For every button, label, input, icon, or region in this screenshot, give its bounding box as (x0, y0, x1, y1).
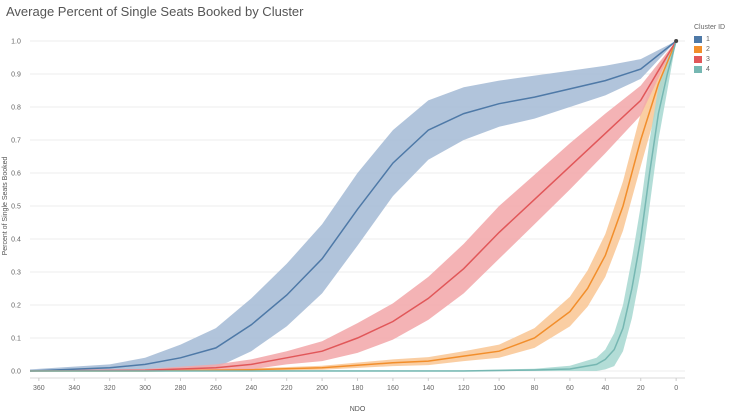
legend: Cluster ID 1 2 3 4 (694, 24, 725, 74)
x-tick-label: 300 (139, 385, 151, 392)
x-axis-title: NDO (350, 406, 366, 413)
legend-item-4[interactable]: 4 (694, 64, 725, 74)
band-cluster-1 (30, 41, 677, 371)
x-tick-label: 20 (637, 385, 645, 392)
x-tick-label: 360 (33, 385, 45, 392)
x-tick-label: 220 (281, 385, 293, 392)
y-tick-label: 0.9 (11, 72, 21, 79)
x-tick-label: 60 (566, 385, 574, 392)
x-tick-label: 240 (245, 385, 257, 392)
x-tick-label: 80 (531, 385, 539, 392)
x-tick-label: 140 (422, 385, 434, 392)
y-tick-label: 0.6 (11, 171, 21, 178)
x-tick-label: 0 (674, 385, 678, 392)
series-line-cluster-2 (30, 40, 677, 372)
legend-label: 1 (706, 35, 710, 43)
y-tick-label: 0.4 (11, 237, 21, 244)
series-line-cluster-3 (29, 40, 677, 372)
line-layer (29, 40, 677, 372)
band-cluster-3 (30, 41, 677, 371)
legend-items: 1 2 3 4 (694, 34, 725, 74)
x-tick-label: 40 (601, 385, 609, 392)
band-layer (30, 41, 677, 371)
x-tick-label: 120 (458, 385, 470, 392)
legend-swatch (694, 45, 702, 53)
x-tick-label: 280 (175, 385, 187, 392)
end-point-marker (674, 39, 679, 43)
x-tick-label: 100 (493, 385, 505, 392)
x-tick-label: 160 (387, 385, 399, 392)
legend-swatch (694, 35, 702, 43)
y-tick-label: 0.0 (11, 369, 21, 376)
y-tick-label: 0.1 (11, 336, 21, 343)
legend-swatch (694, 55, 702, 63)
x-tick-label: 340 (68, 385, 80, 392)
y-tick-label: 0.5 (11, 204, 21, 211)
series-line-cluster-1 (29, 40, 677, 372)
legend-label: 4 (706, 65, 710, 73)
y-tick-label: 1.0 (11, 39, 21, 46)
series-line-cluster-4 (30, 40, 677, 372)
y-axis-title: Percent of Single Seats Booked (2, 156, 9, 255)
y-tick-label: 0.8 (11, 105, 21, 112)
chart-title: Average Percent of Single Seats Booked b… (6, 4, 304, 19)
y-tick-label: 0.2 (11, 303, 21, 310)
legend-label: 3 (706, 55, 710, 63)
x-tick-label: 180 (352, 385, 364, 392)
legend-item-1[interactable]: 1 (694, 34, 725, 44)
x-tick-label: 260 (210, 385, 222, 392)
legend-swatch (694, 65, 702, 73)
x-tick-label: 200 (316, 385, 328, 392)
x-tick-label: 320 (104, 385, 116, 392)
y-tick-label: 0.7 (11, 138, 21, 145)
y-tick-label: 0.3 (11, 270, 21, 277)
legend-item-3[interactable]: 3 (694, 54, 725, 64)
legend-title: Cluster ID (694, 24, 726, 31)
legend-label: 2 (706, 45, 710, 53)
legend-item-2[interactable]: 2 (694, 44, 725, 54)
